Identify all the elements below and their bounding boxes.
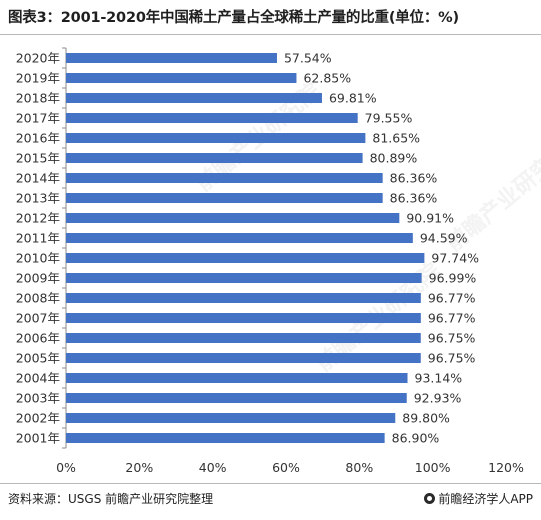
- bar: [66, 433, 385, 443]
- category-label: 2013年: [16, 191, 60, 206]
- x-tick-label: 20%: [125, 460, 153, 475]
- bar-chart: 2020年 57.54% 2019年 62.85% 2018年 69.81% 2017年 79…: [16, 47, 524, 475]
- bar-value-label: 86.36%: [390, 171, 438, 186]
- bar-value-label: 92.93%: [414, 391, 462, 406]
- category-label: 2016年: [16, 131, 60, 146]
- bar: [66, 93, 322, 103]
- x-tick-label: 120%: [488, 460, 524, 475]
- category-label: 2005年: [16, 351, 60, 366]
- bar: [66, 273, 422, 283]
- x-tick-label: 80%: [345, 460, 373, 475]
- bar: [66, 213, 400, 223]
- category-label: 2004年: [16, 371, 60, 386]
- footer-divider: [0, 483, 541, 484]
- brand-label: 前瞻经济学人APP: [438, 492, 533, 506]
- bar-value-label: 96.77%: [428, 291, 476, 306]
- bar: [66, 353, 421, 363]
- bar-value-label: 57.54%: [284, 51, 332, 66]
- bar-value-label: 79.55%: [365, 111, 413, 126]
- category-label: 2009年: [16, 271, 60, 286]
- x-tick-label: 100%: [415, 460, 451, 475]
- category-label: 2015年: [16, 151, 60, 166]
- bar-value-label: 86.36%: [390, 191, 438, 206]
- bar: [66, 333, 421, 343]
- bar: [66, 133, 366, 143]
- bar-value-label: 80.89%: [370, 151, 418, 166]
- bar-value-label: 97.74%: [431, 251, 479, 266]
- bar-value-label: 89.80%: [402, 411, 450, 426]
- bar: [66, 73, 297, 83]
- bar-value-label: 93.14%: [415, 371, 463, 386]
- category-label: 2010年: [16, 251, 60, 266]
- category-label: 2001年: [16, 431, 60, 446]
- bar-value-label: 94.59%: [420, 231, 468, 246]
- bar-value-label: 96.75%: [428, 331, 476, 346]
- category-label: 2006年: [16, 331, 60, 346]
- bar: [66, 393, 407, 403]
- category-label: 2014年: [16, 171, 60, 186]
- bar: [66, 253, 425, 263]
- bar: [66, 413, 396, 423]
- x-tick-label: 60%: [272, 460, 300, 475]
- bar: [66, 153, 363, 163]
- category-label: 2002年: [16, 411, 60, 426]
- bar: [66, 293, 421, 303]
- category-label: 2020年: [16, 51, 60, 66]
- bar: [66, 233, 413, 243]
- category-label: 2019年: [16, 71, 60, 86]
- category-label: 2018年: [16, 91, 60, 106]
- x-tick-label: 0%: [56, 460, 76, 475]
- bar-value-label: 86.90%: [392, 431, 440, 446]
- source-note: 资料来源：USGS 前瞻产业研究院整理: [8, 492, 214, 506]
- title-divider: [0, 34, 541, 35]
- category-label: 2012年: [16, 211, 60, 226]
- x-tick-label: 40%: [199, 460, 227, 475]
- bar-value-label: 96.99%: [429, 271, 477, 286]
- bar-value-label: 90.91%: [406, 211, 454, 226]
- category-label: 2003年: [16, 391, 60, 406]
- category-label: 2017年: [16, 111, 60, 126]
- brand-logo-icon: [424, 493, 436, 504]
- bar-value-label: 96.77%: [428, 311, 476, 326]
- bar-value-label: 81.65%: [372, 131, 420, 146]
- bar: [66, 113, 358, 123]
- bar: [66, 373, 408, 383]
- bar-value-label: 69.81%: [329, 91, 377, 106]
- category-label: 2007年: [16, 311, 60, 326]
- chart-title: 图表3：2001-2020年中国稀土产量占全球稀土产量的比重(单位：%): [8, 10, 459, 26]
- bar-value-label: 96.75%: [428, 351, 476, 366]
- bar: [66, 53, 277, 63]
- category-label: 2008年: [16, 291, 60, 306]
- brand: 前瞻经济学人APP: [424, 490, 533, 507]
- bar: [66, 173, 383, 183]
- category-label: 2011年: [16, 231, 60, 246]
- bar-value-label: 62.85%: [303, 71, 351, 86]
- bar: [66, 193, 383, 203]
- bar: [66, 313, 421, 323]
